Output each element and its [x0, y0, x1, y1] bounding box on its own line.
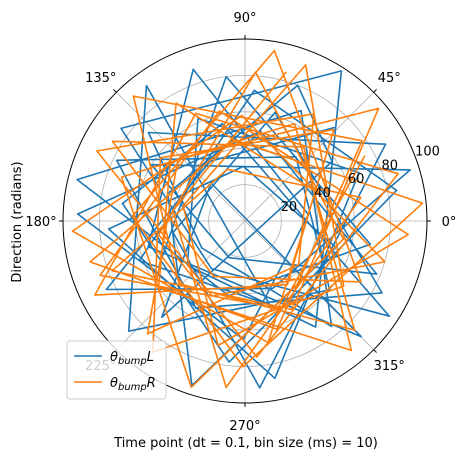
radial-tick-label: 20	[281, 200, 298, 215]
angular-tick-label: 135°	[85, 71, 116, 86]
legend-label-theta-bump-r: θbumpR	[110, 376, 156, 393]
legend: θbumpL θbumpR	[66, 340, 167, 400]
series-lines	[71, 49, 424, 389]
series-line-theta-bump-l	[76, 68, 412, 389]
angular-tick-mark	[373, 89, 377, 93]
angular-tick-label: 90°	[233, 11, 256, 26]
polar-outer-frame	[62, 38, 428, 404]
angular-tick-label: 0°	[442, 215, 457, 230]
angular-tick-mark	[373, 349, 377, 353]
angular-tick-label: 180°	[25, 215, 56, 230]
radial-tick-label: 80	[382, 158, 399, 173]
series-line-theta-bump-r	[71, 49, 424, 389]
x-axis-label: Time point (dt = 0.1, bin size (ms) = 10…	[113, 436, 378, 451]
radial-tick-label: 40	[314, 186, 331, 201]
angular-tick-label: 315°	[374, 359, 405, 374]
radial-tick-label: 60	[348, 172, 365, 187]
radial-tick-label: 100	[415, 144, 440, 159]
polar-frame	[59, 35, 431, 407]
y-axis-label: Direction (radians)	[10, 161, 25, 282]
angular-tick-label: 270°	[229, 419, 260, 434]
angular-tick-mark	[113, 89, 117, 93]
angular-tick-label: 45°	[378, 71, 401, 86]
legend-label-theta-bump-l: θbumpL	[110, 350, 154, 367]
